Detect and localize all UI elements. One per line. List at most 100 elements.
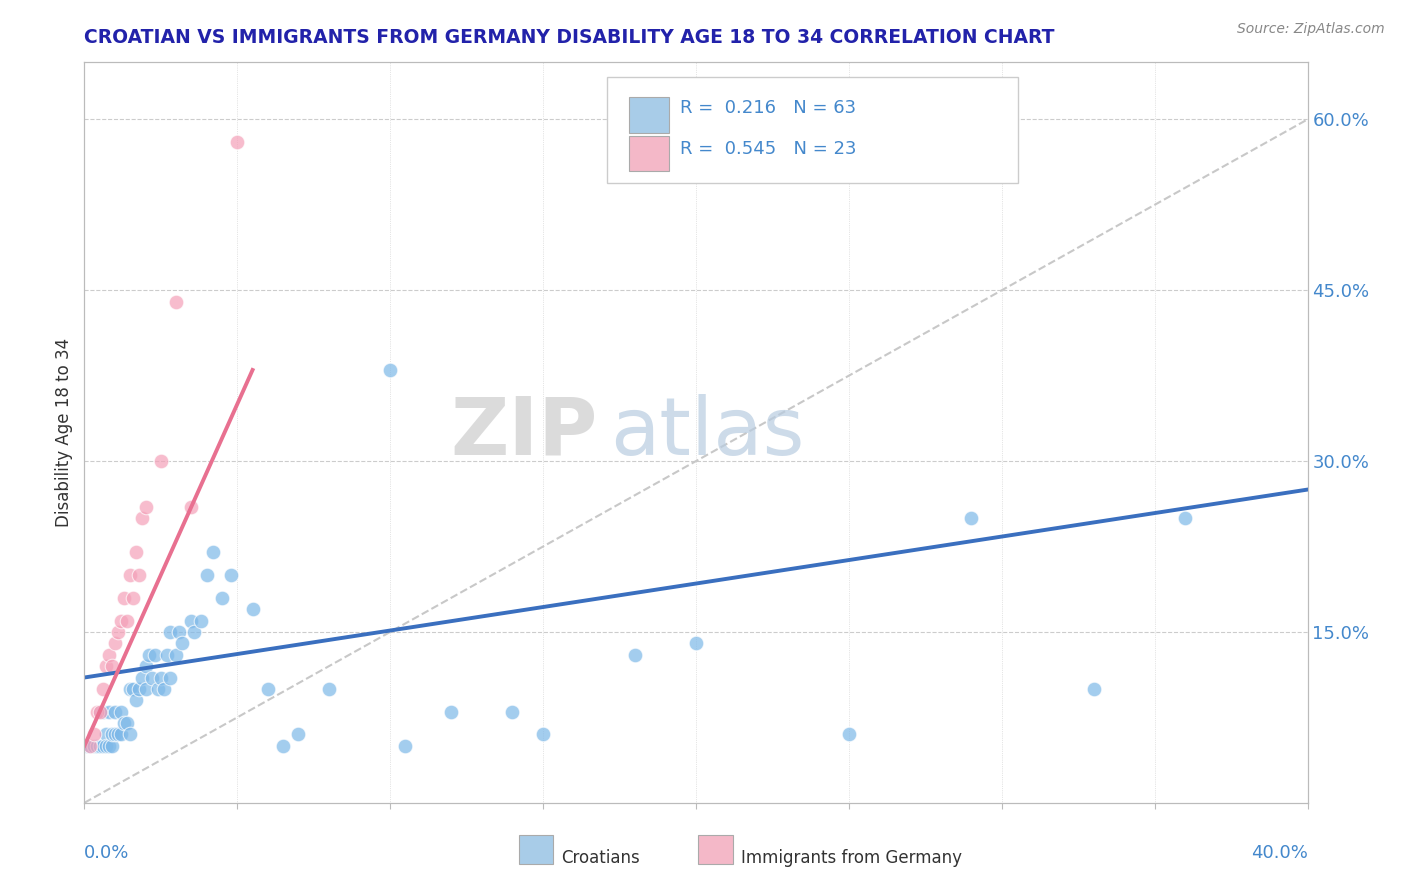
Point xyxy=(502,705,524,719)
Point xyxy=(165,648,187,662)
Point xyxy=(960,511,983,525)
Point xyxy=(219,568,242,582)
Point xyxy=(112,716,135,731)
Point xyxy=(149,671,172,685)
Point xyxy=(153,681,176,696)
Point xyxy=(156,648,179,662)
Point xyxy=(79,739,101,753)
Point xyxy=(94,659,117,673)
Point xyxy=(91,739,114,753)
Point xyxy=(89,739,111,753)
Point xyxy=(115,614,138,628)
Point xyxy=(101,727,124,741)
Point xyxy=(86,739,108,753)
Point xyxy=(138,648,160,662)
Point xyxy=(107,624,129,639)
Point xyxy=(624,648,647,662)
Text: ZIP: ZIP xyxy=(451,393,598,472)
Bar xyxy=(699,836,733,863)
Point xyxy=(190,614,212,628)
Point xyxy=(135,500,157,514)
Text: CROATIAN VS IMMIGRANTS FROM GERMANY DISABILITY AGE 18 TO 34 CORRELATION CHART: CROATIAN VS IMMIGRANTS FROM GERMANY DISA… xyxy=(84,28,1054,47)
Point xyxy=(167,624,190,639)
Point xyxy=(115,716,138,731)
Point xyxy=(91,681,114,696)
Point xyxy=(110,614,132,628)
Point xyxy=(183,624,205,639)
Point xyxy=(89,705,111,719)
Point xyxy=(318,681,340,696)
Point xyxy=(94,739,117,753)
Point xyxy=(94,727,117,741)
Point xyxy=(131,511,153,525)
Point xyxy=(180,614,202,628)
Bar xyxy=(519,836,553,863)
Text: R =  0.545   N = 23: R = 0.545 N = 23 xyxy=(681,140,856,158)
Point xyxy=(125,545,148,559)
Point xyxy=(104,636,127,650)
Text: 40.0%: 40.0% xyxy=(1251,844,1308,862)
Point xyxy=(91,705,114,719)
Point xyxy=(211,591,233,605)
Text: Croatians: Croatians xyxy=(561,848,640,867)
Point xyxy=(104,727,127,741)
Text: Source: ZipAtlas.com: Source: ZipAtlas.com xyxy=(1237,22,1385,37)
Point xyxy=(159,624,181,639)
Point xyxy=(101,659,124,673)
Point xyxy=(141,671,163,685)
Point xyxy=(107,727,129,741)
Point xyxy=(531,727,554,741)
Point xyxy=(685,636,707,650)
Point xyxy=(120,727,142,741)
Point xyxy=(76,739,98,753)
Bar xyxy=(628,136,669,171)
Point xyxy=(89,705,111,719)
Point xyxy=(180,500,202,514)
FancyBboxPatch shape xyxy=(606,77,1018,183)
Point xyxy=(131,671,153,685)
Point xyxy=(125,693,148,707)
Point xyxy=(86,705,108,719)
Point xyxy=(112,591,135,605)
Point xyxy=(380,363,402,377)
Point xyxy=(97,739,120,753)
Point xyxy=(165,294,187,309)
Point xyxy=(143,648,166,662)
Point xyxy=(79,739,101,753)
Text: R =  0.216   N = 63: R = 0.216 N = 63 xyxy=(681,99,856,118)
Point xyxy=(122,681,145,696)
Point xyxy=(440,705,463,719)
Point xyxy=(97,648,120,662)
Point xyxy=(195,568,218,582)
Point xyxy=(287,727,309,741)
Point xyxy=(257,681,280,696)
Point xyxy=(128,681,150,696)
Text: 0.0%: 0.0% xyxy=(84,844,129,862)
Point xyxy=(135,681,157,696)
Point xyxy=(159,671,181,685)
Point xyxy=(120,681,142,696)
Point xyxy=(120,568,142,582)
Point xyxy=(149,454,172,468)
Bar xyxy=(628,97,669,133)
Point xyxy=(226,135,249,149)
Point xyxy=(1174,511,1197,525)
Point xyxy=(83,739,105,753)
Point xyxy=(128,568,150,582)
Point xyxy=(83,727,105,741)
Point xyxy=(110,727,132,741)
Point xyxy=(201,545,224,559)
Point xyxy=(135,659,157,673)
Point xyxy=(242,602,264,616)
Text: Immigrants from Germany: Immigrants from Germany xyxy=(741,848,962,867)
Point xyxy=(104,705,127,719)
Point xyxy=(101,739,124,753)
Point xyxy=(1083,681,1105,696)
Point xyxy=(122,591,145,605)
Point xyxy=(271,739,294,753)
Point xyxy=(97,705,120,719)
Point xyxy=(172,636,194,650)
Point xyxy=(394,739,416,753)
Y-axis label: Disability Age 18 to 34: Disability Age 18 to 34 xyxy=(55,338,73,527)
Point xyxy=(146,681,169,696)
